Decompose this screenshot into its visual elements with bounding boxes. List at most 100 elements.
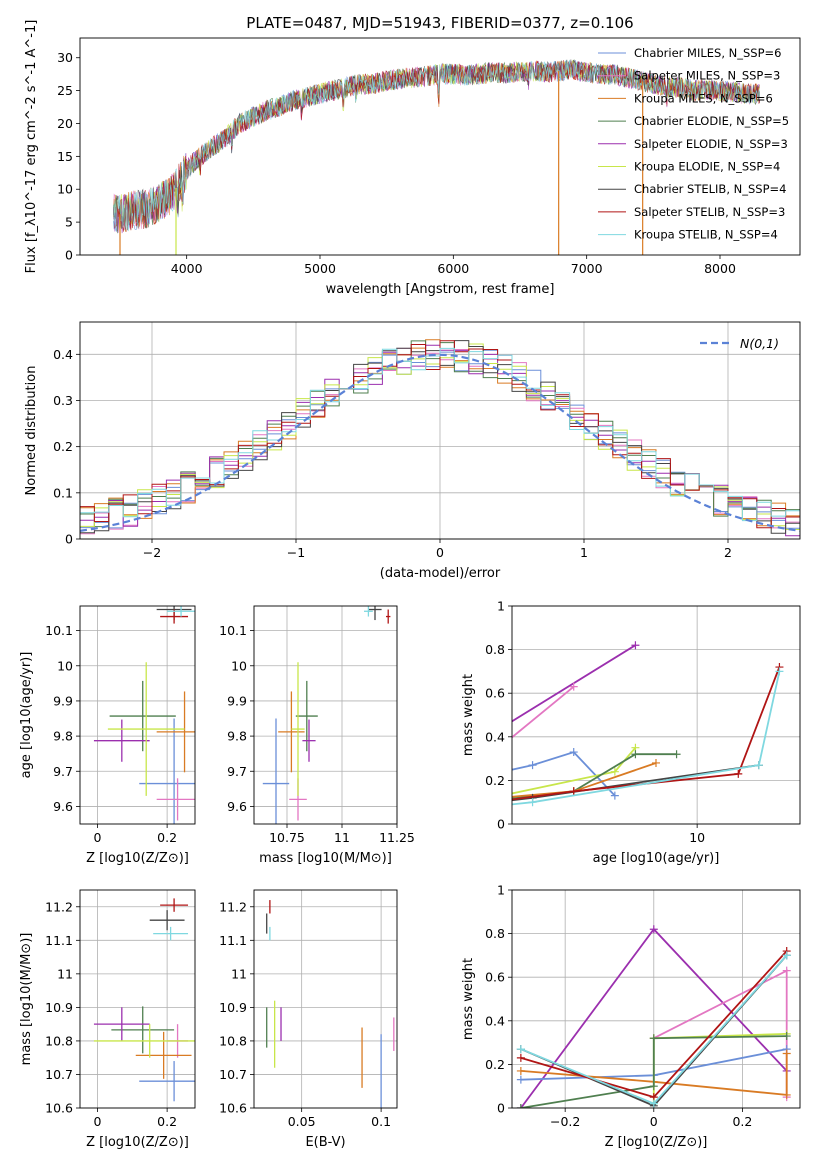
- x-tick-label: 0.2: [157, 1114, 177, 1129]
- mass-weight-point: [364, 813, 372, 821]
- massweight-vs-age-panel: 10 0 0.2 0.4 0.6 0.8 1 age [log10(age/yr)] mass …: [282, 599, 801, 866]
- mass-weight-point: [516, 1045, 525, 1054]
- legend-label: N(0,1): [740, 336, 779, 351]
- axes-frame: [253, 605, 398, 825]
- x-tick-label: 0.05: [288, 1114, 316, 1129]
- mass-weight-line: [512, 753, 677, 800]
- x-axis-label: Z [log10(Z/Z⊙)]: [86, 851, 189, 866]
- y-tick-label: 11.2: [219, 899, 247, 914]
- x-tick-label: 0: [436, 545, 444, 560]
- mass-weight-point: [649, 1034, 658, 1043]
- legend-label: Kroupa ELODIE, N_SSP=4: [634, 160, 780, 174]
- x-tick-label: 8000: [704, 261, 736, 276]
- y-tick-label: 0: [65, 248, 73, 263]
- mass-weight-point: [569, 682, 578, 691]
- figure-title: PLATE=0487, MJD=51943, FIBERID=0377, z=0…: [246, 14, 633, 32]
- y-tick-label: 0.4: [485, 729, 505, 744]
- legend-label: Chabrier MILES, N_SSP=6: [634, 46, 781, 60]
- mass-weight-point: [364, 809, 372, 817]
- y-tick-label: 1: [497, 883, 505, 898]
- age-vs-Z-panel: 0 0.2 9.6 9.7 9.8 9.9 10 10.1 Z [log10(Z/Z⊙)] age…: [19, 605, 196, 866]
- plot-area: [93, 898, 195, 1102]
- plot-area: [516, 925, 791, 1108]
- axes-frame: [79, 889, 196, 1109]
- mass-weight-line: [520, 1035, 787, 1108]
- y-tick-label: 11.1: [219, 933, 247, 948]
- y-tick-label: 10.1: [45, 623, 73, 638]
- y-tick-label: 11.1: [45, 933, 73, 948]
- y-tick-label: 0.8: [485, 642, 505, 657]
- mass-weight-point: [516, 1053, 525, 1062]
- y-tick-label: 0.2: [485, 1057, 505, 1072]
- mass-weight-line: [512, 644, 636, 723]
- x-axis-label: mass [log10(M/M⊙)]: [259, 851, 392, 866]
- y-tick-label: 10.6: [219, 1101, 247, 1116]
- x-tick-label: 10: [689, 830, 705, 845]
- y-tick-label: 10.8: [45, 1033, 73, 1048]
- mass-weight-point: [754, 761, 763, 770]
- legend-label: Chabrier ELODIE, N_SSP=5: [634, 114, 789, 128]
- mass-weight-point: [282, 818, 290, 826]
- y-axis-label: mass [log10(M/M⊙)]: [19, 933, 34, 1066]
- x-tick-label: −1: [287, 545, 305, 560]
- mass-weight-point: [569, 787, 578, 796]
- mass-weight-line: [512, 671, 781, 806]
- axes-frame: [79, 321, 801, 540]
- plot-area: [93, 606, 195, 824]
- y-tick-label: 30: [57, 50, 73, 65]
- axes-frame: [79, 605, 196, 825]
- mass-weight-point: [364, 809, 372, 817]
- y-tick-label: 9.7: [53, 764, 73, 779]
- mass-weight-point: [282, 816, 290, 824]
- y-tick-label: 1: [497, 599, 505, 614]
- mass-weight-point: [528, 798, 537, 807]
- x-tick-label: 0: [93, 1114, 101, 1129]
- y-tick-label: 0.2: [53, 439, 73, 454]
- y-tick-label: 10: [57, 182, 73, 197]
- y-axis-label: Normed distribution: [24, 366, 39, 496]
- axes-frame: [511, 605, 801, 825]
- mass-weight-point: [569, 748, 578, 757]
- y-tick-label: 9.6: [227, 799, 247, 814]
- normal-curve: [80, 353, 800, 532]
- mass-vs-Z-panel: 0 0.2 10.6 10.7 10.8 10.9 11 11.1 11.2 Z [log10(Z…: [19, 889, 196, 1150]
- x-axis-label: wavelength [Angstrom, rest frame]: [326, 282, 555, 297]
- mass-weight-point: [516, 1066, 525, 1075]
- y-tick-label: 10.8: [219, 1033, 247, 1048]
- y-tick-label: 25: [57, 83, 73, 98]
- y-tick-label: 9.6: [53, 799, 73, 814]
- y-tick-label: 0.3: [53, 393, 73, 408]
- y-axis-label: mass weight: [461, 674, 476, 756]
- x-axis-label: Z [log10(Z/Z⊙)]: [605, 1135, 708, 1150]
- axes-frame: [511, 889, 801, 1109]
- mass-weight-point: [649, 925, 658, 934]
- y-tick-label: 9.9: [53, 693, 73, 708]
- y-tick-label: 0: [497, 817, 505, 832]
- mass-weight-line: [512, 751, 616, 797]
- y-tick-label: 0.4: [485, 1013, 505, 1028]
- x-tick-label: −2: [143, 545, 161, 560]
- mass-weight-point: [487, 794, 495, 802]
- x-tick-label: 10.75: [269, 830, 305, 845]
- y-tick-label: 11.2: [45, 899, 73, 914]
- x-axis-label: (data-model)/error: [380, 566, 501, 581]
- mass-weight-point: [782, 951, 791, 960]
- mass-weight-point: [528, 761, 537, 770]
- y-tick-label: 0.4: [53, 347, 73, 362]
- y-tick-label: 10: [231, 658, 247, 673]
- y-tick-label: 15: [57, 149, 73, 164]
- y-tick-label: 11: [57, 966, 73, 981]
- mass-weight-point: [631, 750, 640, 759]
- x-tick-label: 0.1: [371, 1114, 391, 1129]
- y-tick-label: 9.8: [227, 729, 247, 744]
- y-tick-label: 10: [57, 658, 73, 673]
- residuals-panel: −2 −1 0 1 2 0 0.1 0.2 0.3 0.4 (data-model)/error No…: [24, 321, 801, 581]
- mass-weight-point: [516, 1104, 525, 1108]
- x-tick-label: 0.2: [732, 1114, 752, 1129]
- mass-weight-line: [512, 764, 760, 802]
- mass-weight-point: [446, 798, 454, 806]
- mass-weight-point: [610, 767, 619, 776]
- legend-label: Salpeter MILES, N_SSP=3: [634, 69, 780, 83]
- massweight-vs-Z-panel: −0.2 0 0.2 0 0.2 0.4 0.6 0.8 1 Z [log10(Z/Z⊙)] mas…: [461, 883, 801, 1150]
- plot-area: [113, 59, 760, 255]
